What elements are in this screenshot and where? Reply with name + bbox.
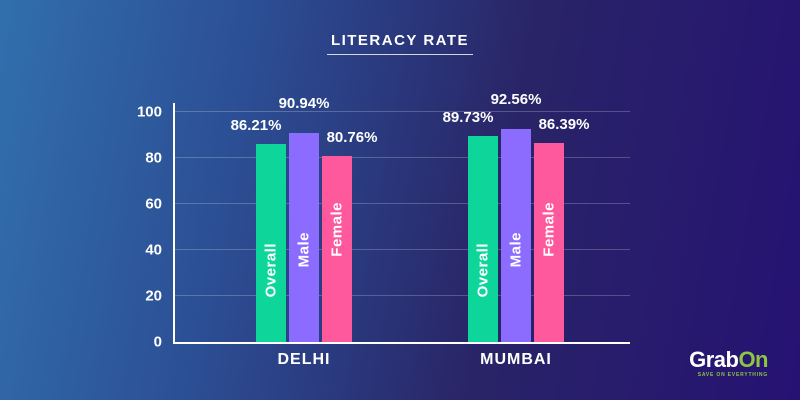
title-wrap: LITERACY RATE <box>0 32 800 55</box>
bar-mumbai-overall: 89.73% Overall <box>443 109 498 342</box>
value-label-mumbai-male: 92.56% <box>490 91 542 109</box>
bar-mumbai-female: 86.39% Female <box>534 116 589 342</box>
category-label-delhi: DELHI <box>277 351 331 368</box>
value-label-delhi-male: 90.94% <box>278 94 330 112</box>
series-label-overall: Overall <box>262 242 280 297</box>
y-tick-60: 60 <box>145 195 162 213</box>
y-axis-line <box>173 103 175 344</box>
bar-delhi-overall: 86.21% Overall <box>231 117 286 342</box>
value-label-mumbai-female: 86.39% <box>538 116 590 134</box>
logo-text-on: On <box>738 347 768 372</box>
series-label-overall: Overall <box>474 242 492 297</box>
logo-text-grab: Grab <box>689 347 739 372</box>
value-label-delhi-female: 80.76% <box>326 129 378 147</box>
gridline-40 <box>175 249 630 250</box>
logo-tagline: SAVE ON EVERYTHING <box>697 372 768 378</box>
series-label-male: Male <box>507 231 525 267</box>
bar-chart: 0 20 40 60 80 100 86.21% Overall 90.94% … <box>137 91 630 368</box>
y-tick-80: 80 <box>145 149 162 167</box>
bar-delhi-female: 80.76% Female <box>322 129 377 342</box>
x-axis-line <box>173 342 630 344</box>
page-title: LITERACY RATE <box>326 32 474 55</box>
gridline-60 <box>175 203 630 204</box>
bar-delhi-male: 90.94% Male <box>279 95 329 342</box>
series-label-female: Female <box>328 202 346 257</box>
value-label-mumbai-overall: 89.73% <box>442 108 494 126</box>
y-tick-0: 0 <box>153 333 162 351</box>
bar-group-mumbai: 89.73% Overall 92.56% Male 86.39% Female <box>443 91 589 342</box>
bar-mumbai-male: 92.56% Male <box>491 91 541 342</box>
gridline-20 <box>175 295 630 296</box>
series-label-female: Female <box>540 202 558 257</box>
series-label-male: Male <box>295 231 313 267</box>
y-tick-40: 40 <box>145 241 162 259</box>
y-tick-20: 20 <box>145 287 162 305</box>
bar-group-delhi: 86.21% Overall 90.94% Male 80.76% Female <box>231 95 377 342</box>
grabon-logo: GrabOn SAVE ON EVERYTHING <box>689 349 768 378</box>
gridline-80 <box>175 157 630 158</box>
gridline-100 <box>175 111 630 112</box>
value-label-delhi-overall: 86.21% <box>230 116 282 134</box>
y-tick-100: 100 <box>136 103 162 121</box>
category-label-mumbai: MUMBAI <box>480 351 552 368</box>
